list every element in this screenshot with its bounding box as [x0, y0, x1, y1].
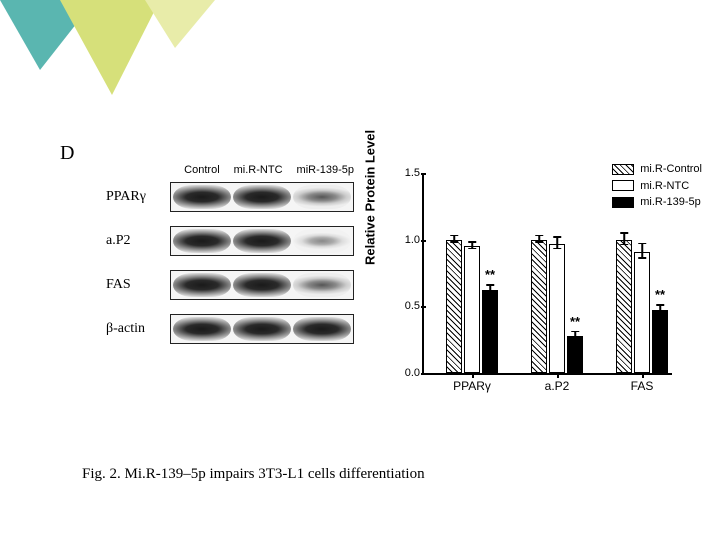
corner-decoration	[0, 0, 220, 100]
blot-bands	[170, 182, 354, 212]
blot-row-label: β-actin	[106, 321, 170, 337]
error-bar	[641, 243, 643, 259]
bar	[446, 240, 462, 373]
blot-row-label: a.P2	[106, 233, 170, 249]
lane-header: miR-139-5p	[297, 164, 354, 176]
blot-bands	[170, 314, 354, 344]
blot-band	[293, 317, 351, 341]
bar	[549, 244, 565, 373]
significance-marker: **	[655, 287, 665, 302]
figure-caption: Fig. 2. Mi.R-139–5p impairs 3T3-L1 cells…	[82, 466, 425, 483]
x-tick-label: a.P2	[545, 379, 570, 393]
error-bar	[574, 331, 576, 339]
blot-band	[293, 229, 351, 253]
bar	[531, 240, 547, 373]
error-bar	[489, 284, 491, 295]
blot-row: β-actin	[106, 314, 358, 344]
y-tick: 1.5	[394, 167, 420, 179]
blot-row: FAS	[106, 270, 358, 300]
x-tick-label: FAS	[631, 379, 654, 393]
y-axis-label: Relative Protein Level	[363, 130, 378, 265]
blot-band	[233, 229, 291, 253]
blot-row-label: FAS	[106, 277, 170, 293]
lane-header: Control	[184, 164, 219, 176]
error-bar	[659, 304, 661, 315]
blot-band	[173, 185, 231, 209]
blot-row: a.P2	[106, 226, 358, 256]
significance-marker: **	[485, 267, 495, 282]
lane-header: mi.R-NTC	[234, 164, 283, 176]
blot-band	[233, 273, 291, 297]
blot-row: PPARγ	[106, 182, 358, 212]
bar: **	[482, 290, 498, 373]
error-bar	[471, 241, 473, 249]
x-tick	[472, 373, 474, 378]
bar-group: **PPARγ	[442, 240, 502, 373]
error-bar	[538, 235, 540, 243]
bar	[464, 246, 480, 373]
panel-label: D	[60, 142, 74, 165]
x-tick	[557, 373, 559, 378]
x-tick-label: PPARγ	[453, 379, 491, 393]
blot-bands	[170, 226, 354, 256]
plot-area: 0.00.51.01.5**PPARγ**a.P2**FAS	[422, 175, 672, 375]
western-blot-panel: Control mi.R-NTC miR-139-5p PPARγ a.P2 FAS…	[106, 164, 358, 358]
y-tick: 0.5	[394, 300, 420, 312]
blot-bands	[170, 270, 354, 300]
y-tick: 1.0	[394, 234, 420, 246]
triangle-3	[145, 0, 215, 48]
blot-row-label: PPARγ	[106, 189, 170, 205]
error-bar	[556, 236, 558, 249]
bar	[634, 252, 650, 373]
blot-band	[173, 273, 231, 297]
triangle-2	[60, 0, 160, 95]
bar: **	[652, 310, 668, 373]
bar-group: **FAS	[612, 240, 672, 373]
bar	[616, 240, 632, 373]
blot-band	[233, 185, 291, 209]
lane-headers: Control mi.R-NTC miR-139-5p	[106, 164, 358, 176]
blot-band	[293, 273, 351, 297]
significance-marker: **	[570, 314, 580, 329]
bar-chart: mi.R-Controlmi.R-NTCmi.R-139-5p Relative…	[376, 155, 706, 415]
blot-band	[173, 229, 231, 253]
blot-band	[233, 317, 291, 341]
x-tick	[642, 373, 644, 378]
error-bar	[623, 232, 625, 245]
blot-band	[293, 185, 351, 209]
blot-band	[173, 317, 231, 341]
y-tick: 0.0	[394, 367, 420, 379]
error-bar	[453, 235, 455, 243]
bar-group: **a.P2	[527, 240, 587, 373]
bar: **	[567, 336, 583, 373]
legend-swatch	[612, 164, 634, 175]
